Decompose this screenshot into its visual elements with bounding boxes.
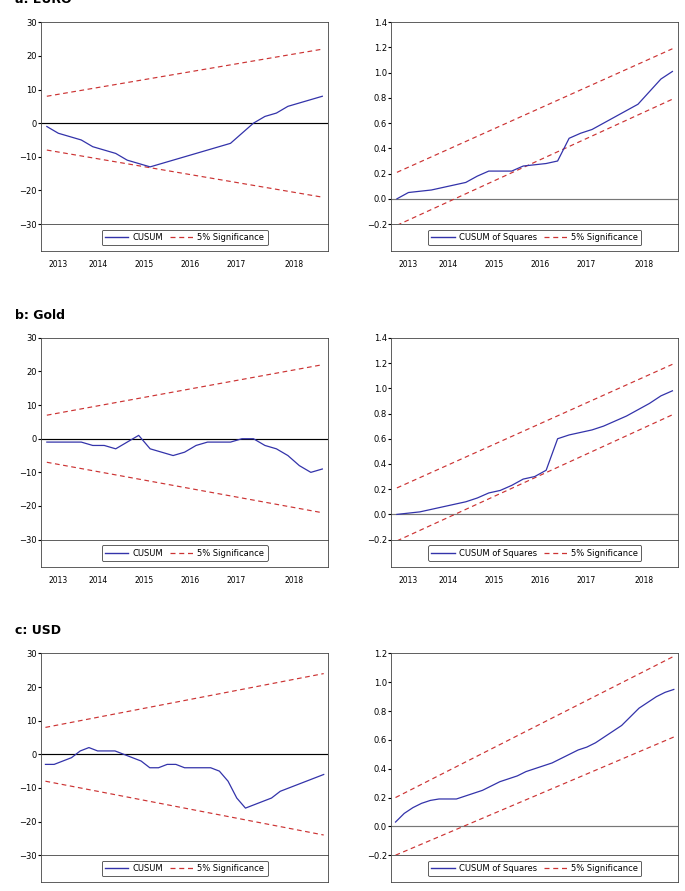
Text: 2015: 2015 bbox=[485, 260, 504, 269]
Legend: CUSUM, 5% Significance: CUSUM, 5% Significance bbox=[101, 545, 268, 561]
Text: 2018: 2018 bbox=[634, 260, 653, 269]
Legend: CUSUM of Squares, 5% Significance: CUSUM of Squares, 5% Significance bbox=[428, 861, 641, 877]
Text: 2018: 2018 bbox=[284, 576, 303, 584]
Text: a: EURO: a: EURO bbox=[15, 0, 72, 6]
Text: 2014: 2014 bbox=[89, 260, 108, 269]
Text: 2017: 2017 bbox=[227, 260, 246, 269]
Text: 2013: 2013 bbox=[399, 260, 418, 269]
Text: 2015: 2015 bbox=[135, 260, 154, 269]
Text: b: Gold: b: Gold bbox=[15, 308, 65, 322]
Text: 2016: 2016 bbox=[181, 576, 200, 584]
Text: 2016: 2016 bbox=[531, 576, 550, 584]
Text: 2013: 2013 bbox=[49, 576, 68, 584]
Text: 2016: 2016 bbox=[531, 260, 550, 269]
Text: 2014: 2014 bbox=[439, 576, 458, 584]
Legend: CUSUM, 5% Significance: CUSUM, 5% Significance bbox=[101, 861, 268, 877]
Legend: CUSUM of Squares, 5% Significance: CUSUM of Squares, 5% Significance bbox=[428, 230, 641, 245]
Text: 2013: 2013 bbox=[399, 576, 418, 584]
Text: 2017: 2017 bbox=[577, 576, 596, 584]
Text: 2015: 2015 bbox=[485, 576, 504, 584]
Text: 2018: 2018 bbox=[634, 576, 653, 584]
Text: c: USD: c: USD bbox=[15, 625, 61, 637]
Text: 2014: 2014 bbox=[89, 576, 108, 584]
Text: 2017: 2017 bbox=[227, 576, 246, 584]
Text: 2017: 2017 bbox=[577, 260, 596, 269]
Text: 2018: 2018 bbox=[284, 260, 303, 269]
Legend: CUSUM of Squares, 5% Significance: CUSUM of Squares, 5% Significance bbox=[428, 545, 641, 561]
Text: 2016: 2016 bbox=[181, 260, 200, 269]
Legend: CUSUM, 5% Significance: CUSUM, 5% Significance bbox=[101, 230, 268, 245]
Text: 2013: 2013 bbox=[49, 260, 68, 269]
Text: 2015: 2015 bbox=[135, 576, 154, 584]
Text: 2014: 2014 bbox=[439, 260, 458, 269]
